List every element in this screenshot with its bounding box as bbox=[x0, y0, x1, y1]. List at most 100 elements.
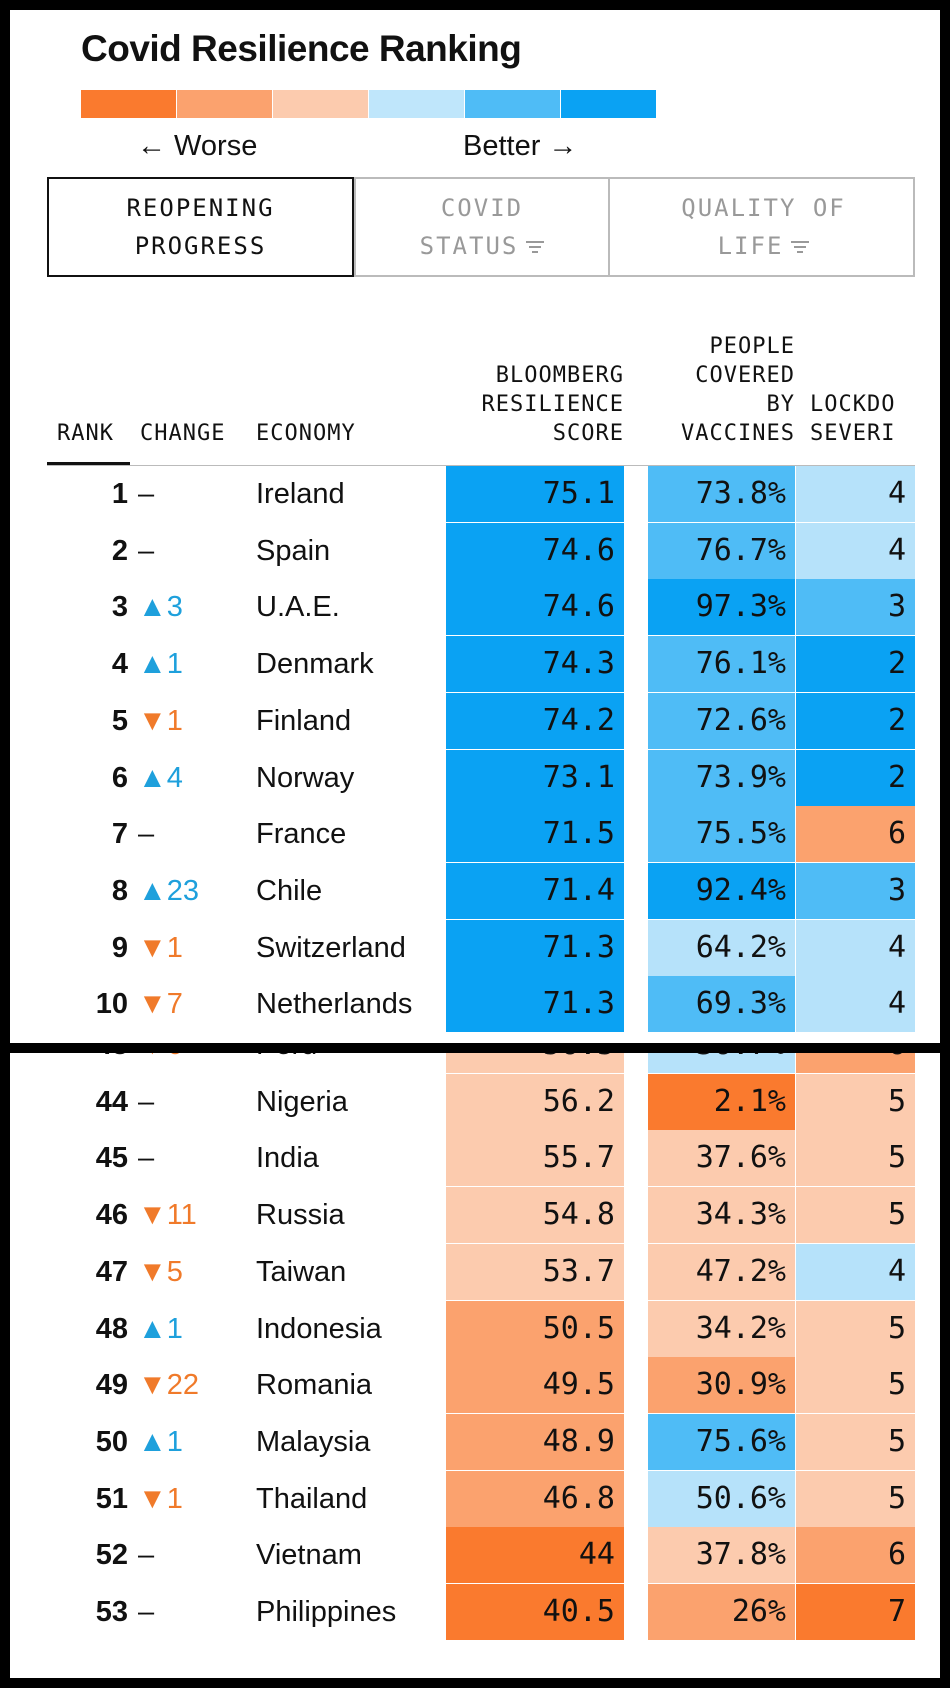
resilience-score-cell: 71.3 bbox=[446, 919, 624, 976]
vaccine-coverage-cell: 30.9% bbox=[648, 1357, 795, 1414]
economy-name: Philippines bbox=[256, 1596, 397, 1628]
change-value: ▼1 bbox=[138, 704, 183, 737]
change-value: – bbox=[138, 1142, 155, 1175]
legend-worse-label: ← Worse bbox=[137, 130, 258, 162]
lockdown-severity-cell: 7 bbox=[796, 1584, 915, 1640]
vaccine-coverage-cell: 92.4% bbox=[648, 862, 795, 919]
change-value: ▼1 bbox=[138, 931, 183, 964]
tab-reopening-progress[interactable]: REOPENING PROGRESS bbox=[47, 177, 354, 277]
table-row[interactable]: 51 ▼1 Thailand 46.8 50.6% 5 bbox=[10, 1470, 940, 1528]
lockdown-severity-cell: 3 bbox=[796, 579, 915, 636]
economy-name: Denmark bbox=[256, 648, 374, 681]
lockdown-severity-cell: 6 bbox=[796, 1053, 915, 1073]
rank-value: 44 bbox=[95, 1085, 128, 1118]
economy-name: Netherlands bbox=[256, 988, 413, 1021]
lockdown-severity-cell: 2 bbox=[796, 636, 915, 693]
lockdown-severity-cell: 5 bbox=[796, 1357, 915, 1414]
header-divider bbox=[47, 465, 915, 466]
rank-sort-indicator bbox=[47, 462, 130, 466]
lockdown-severity-cell: 4 bbox=[796, 522, 915, 579]
table-row[interactable]: 50 ▲1 Malaysia 48.9 75.6% 5 bbox=[10, 1413, 940, 1471]
table-row[interactable]: 45– India 55.7 37.6% 5 bbox=[10, 1130, 940, 1187]
lockdown-severity-cell: 4 bbox=[796, 976, 915, 1033]
vaccine-coverage-cell: 47.2% bbox=[648, 1243, 795, 1300]
vaccine-coverage-cell: 37.6% bbox=[648, 1130, 795, 1187]
table-row[interactable]: 44– Nigeria 56.2 2.1% 5 bbox=[10, 1073, 940, 1131]
table-row[interactable]: 53– Philippines 40.5 26% 7 bbox=[10, 1584, 940, 1641]
table-row[interactable]: 8 ▲23 Chile 71.4 92.4% 3 bbox=[10, 862, 940, 920]
resilience-score-cell: 50.5 bbox=[446, 1300, 624, 1357]
column-header-people-covered-by-vaccines[interactable]: PEOPLE COVERED BY VACCINES bbox=[681, 334, 795, 446]
rank-value: 45 bbox=[95, 1142, 128, 1175]
column-header-economy[interactable]: ECONOMY bbox=[256, 421, 356, 446]
vaccine-coverage-cell: 73.8% bbox=[648, 466, 795, 522]
rank-value: 53 bbox=[95, 1596, 128, 1628]
rank-value: 51 bbox=[95, 1482, 128, 1515]
tab-covid-status[interactable]: COVID STATUS bbox=[354, 177, 608, 277]
scale-swatch bbox=[177, 90, 272, 118]
table-row[interactable]: 2– Spain 74.6 76.7% 4 bbox=[10, 522, 940, 580]
resilience-score-cell: 74.6 bbox=[446, 522, 624, 579]
change-value: ▲1 bbox=[138, 1425, 183, 1458]
table-row[interactable]: 4 ▲1 Denmark 74.3 76.1% 2 bbox=[10, 636, 940, 693]
economy-name: U.A.E. bbox=[256, 591, 340, 624]
change-value: ▲1 bbox=[138, 648, 183, 681]
vaccine-coverage-cell: 36.7% bbox=[648, 1053, 795, 1073]
tab-quality-of-life[interactable]: QUALITY OF LIFE bbox=[608, 177, 917, 277]
lockdown-severity-cell: 6 bbox=[796, 806, 915, 863]
lockdown-severity-cell: 5 bbox=[796, 1470, 915, 1527]
change-value: ▼7 bbox=[138, 988, 183, 1021]
table-row[interactable]: 43 ▼6 Peru 56.5 36.7%6 bbox=[10, 1053, 940, 1074]
change-value: – bbox=[138, 1596, 155, 1628]
change-value: – bbox=[138, 1539, 155, 1572]
table-row[interactable]: 49 ▼22 Romania 49.5 30.9% 5 bbox=[10, 1357, 940, 1414]
table-row[interactable]: 46 ▼11 Russia 54.8 34.3% 5 bbox=[10, 1187, 940, 1244]
economy-name: Thailand bbox=[256, 1482, 368, 1515]
table-row[interactable]: 10 ▼7 Netherlands 71.3 69.3% 4 bbox=[10, 976, 940, 1033]
economy-name: Romania bbox=[256, 1369, 373, 1402]
scale-swatch bbox=[465, 90, 560, 118]
color-scale-legend bbox=[81, 90, 657, 118]
scale-swatch bbox=[273, 90, 368, 118]
scale-swatch bbox=[81, 90, 176, 118]
table-row[interactable]: 1– Ireland 75.1 73.8% 4 bbox=[10, 466, 940, 523]
column-header-change[interactable]: CHANGE bbox=[140, 421, 226, 446]
change-value: ▼22 bbox=[138, 1369, 199, 1402]
lockdown-severity-cell: 5 bbox=[796, 1187, 915, 1244]
resilience-score-cell: 74.2 bbox=[446, 692, 624, 749]
vaccine-coverage-cell: 50.6% bbox=[648, 1470, 795, 1527]
legend-better-label: Better → bbox=[463, 130, 578, 162]
lockdown-severity-cell: 4 bbox=[796, 466, 915, 522]
vaccine-coverage-cell: 76.7% bbox=[648, 522, 795, 579]
economy-name: Taiwan bbox=[256, 1255, 347, 1288]
rank-value: 52 bbox=[95, 1539, 128, 1572]
table-row[interactable]: 3 ▲3 U.A.E. 74.6 97.3% 3 bbox=[10, 579, 940, 636]
column-header-resilience-score[interactable]: BLOOMBERG RESILIENCE SCORE bbox=[481, 363, 624, 446]
resilience-score-cell: 54.8 bbox=[446, 1187, 624, 1244]
rank-value: 8 bbox=[111, 874, 128, 907]
change-value: – bbox=[138, 478, 155, 510]
resilience-score-cell: 73.1 bbox=[446, 749, 624, 806]
table-row[interactable]: 47 ▼5 Taiwan 53.7 47.2% 4 bbox=[10, 1243, 940, 1301]
resilience-score-cell: 56.2 bbox=[446, 1073, 624, 1130]
economy-name: Spain bbox=[256, 534, 331, 567]
table-row[interactable]: 52– Vietnam 44 37.8% 6 bbox=[10, 1527, 940, 1584]
table-row[interactable]: 48 ▲1 Indonesia 50.5 34.2% 5 bbox=[10, 1300, 940, 1358]
economy-name: Indonesia bbox=[256, 1312, 382, 1345]
table-row[interactable]: 9 ▼1 Switzerland 71.3 64.2% 4 bbox=[10, 919, 940, 977]
rank-value: 9 bbox=[111, 931, 128, 964]
table-row[interactable]: 5 ▼1 Finland 74.2 72.6% 2 bbox=[10, 692, 940, 750]
resilience-score-cell: 71.5 bbox=[446, 806, 624, 863]
resilience-score-cell: 56.5 bbox=[446, 1053, 624, 1073]
rank-value: 10 bbox=[95, 988, 128, 1021]
column-header-lockdown-severity[interactable]: LOCKDO SEVERI bbox=[810, 392, 896, 446]
rank-value: 49 bbox=[95, 1369, 128, 1402]
rank-value: 43 bbox=[50, 1053, 128, 1074]
table-row[interactable]: 6 ▲4 Norway 73.1 73.9% 2 bbox=[10, 749, 940, 807]
economy-name: Norway bbox=[256, 761, 355, 794]
column-header-rank[interactable]: RANK bbox=[57, 421, 114, 446]
change-value: ▲3 bbox=[138, 591, 183, 624]
change-value: ▼6 bbox=[138, 1053, 183, 1074]
economy-name: Finland bbox=[256, 704, 352, 737]
table-row[interactable]: 7– France 71.5 75.5% 6 bbox=[10, 806, 940, 863]
